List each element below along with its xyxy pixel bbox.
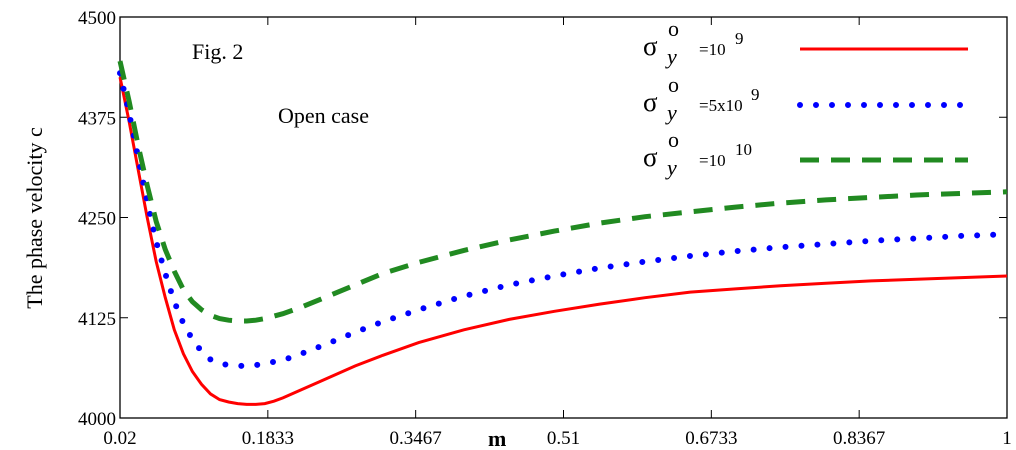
legend-subscript: y <box>665 44 677 69</box>
x-tick-label: 0.3467 <box>390 428 442 449</box>
legend-sigma: σ <box>643 31 658 61</box>
series-line-1e10 <box>117 60 1008 324</box>
x-tick-label: 0.8367 <box>833 428 885 449</box>
legend-entry: σoy =10 10 <box>643 127 968 180</box>
y-tick-label: 4125 <box>78 309 116 330</box>
y-tick-label: 4250 <box>78 209 116 230</box>
x-tick-label: 1 <box>1002 428 1012 449</box>
legend-exponent: 9 <box>735 29 744 48</box>
legend-entry: σoy =5x10 9 <box>643 72 971 125</box>
x-tick-label: 0.1833 <box>242 428 294 449</box>
legend-subscript: y <box>665 155 677 180</box>
x-tick-label: 0.51 <box>547 428 580 449</box>
legend-exponent: 10 <box>735 140 752 159</box>
fig-annotation: Fig. 2 <box>192 39 243 64</box>
y-tick-label: 4375 <box>78 108 116 129</box>
legend-exponent: 9 <box>751 85 760 104</box>
y-tick-label: 4500 <box>78 8 116 29</box>
x-tick-label: 0.02 <box>103 428 136 449</box>
legend-entry: σoy =10 9 <box>643 16 968 69</box>
legend-value: =10 <box>699 40 726 59</box>
legend-value: =5x10 <box>699 96 743 115</box>
legend-sigma: σ <box>643 87 658 117</box>
x-axis-label: m <box>488 426 506 450</box>
legend-value: =10 <box>699 151 726 170</box>
plot-frame <box>119 16 1008 419</box>
y-axis-label: The phase velocity c <box>22 127 47 309</box>
legend-superscript: o <box>668 16 679 41</box>
legend-subscript: y <box>665 100 677 125</box>
legend-superscript: o <box>668 127 679 152</box>
y-tick-label: 4000 <box>78 409 116 430</box>
legend-sigma: σ <box>643 142 658 172</box>
x-tick-label: 0.6733 <box>685 428 737 449</box>
case-annotation: Open case <box>278 103 369 128</box>
legend-superscript: o <box>668 72 679 97</box>
series-line-1e9 <box>118 76 1008 406</box>
